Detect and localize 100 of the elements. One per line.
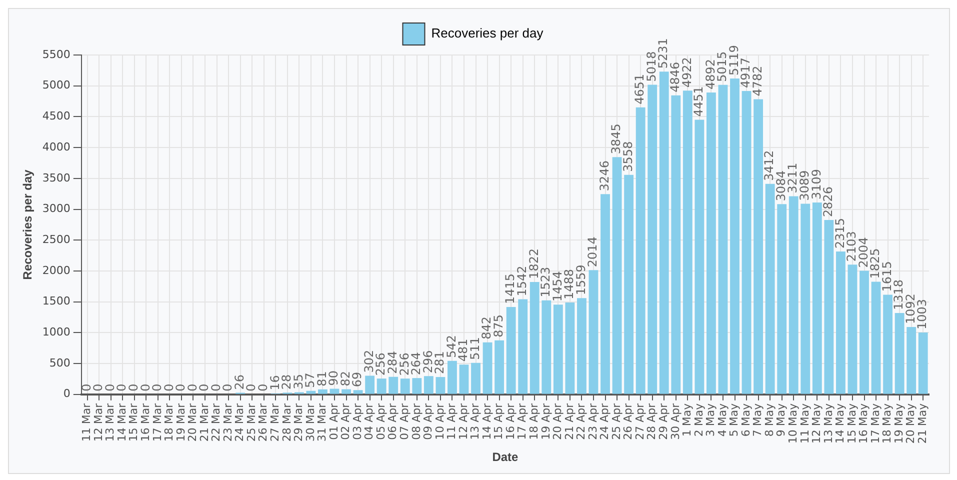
x-tick-label: 15 Mar — [127, 402, 140, 442]
bar — [400, 378, 410, 394]
x-tick-label: 26 Mar — [256, 402, 270, 442]
bar — [565, 302, 575, 394]
x-tick-label: 1 May — [680, 402, 694, 437]
x-tick-label: 17 Apr — [516, 402, 529, 440]
x-tick-label: 21 May — [916, 402, 929, 444]
x-tick-label: 14 Mar — [115, 402, 128, 442]
x-tick-label: 25 Mar — [244, 402, 258, 442]
bar — [424, 376, 434, 394]
x-tick-label: 18 May — [880, 402, 894, 444]
x-tick-label: 23 Mar — [221, 402, 234, 442]
bar — [624, 174, 634, 394]
x-tick-label: 20 Apr — [551, 402, 564, 440]
bar — [800, 204, 810, 394]
bar — [459, 364, 469, 394]
data-label: 1825 — [868, 248, 882, 279]
x-tick-label: 6 May — [739, 402, 752, 437]
x-tick-label: 31 Mar — [316, 402, 329, 442]
bar — [918, 332, 928, 394]
bar — [436, 377, 446, 394]
data-label: 1454 — [550, 271, 564, 302]
data-label: 875 — [491, 314, 506, 338]
y-tick-label: 3000 — [42, 202, 70, 216]
data-label: 3558 — [620, 141, 635, 172]
bar — [388, 376, 398, 394]
bar — [848, 264, 858, 394]
bar — [318, 389, 328, 394]
x-tick-label: 13 Apr — [468, 402, 482, 440]
data-label: 3412 — [762, 150, 776, 181]
y-tick-label: 1500 — [42, 294, 70, 308]
bar — [353, 390, 363, 394]
x-tick-label: 2 May — [692, 402, 706, 437]
x-tick-label: 22 Mar — [210, 402, 223, 442]
x-tick-label: 27 Apr — [633, 402, 646, 440]
y-tick-label: 0 — [63, 387, 70, 400]
bar — [730, 78, 740, 394]
data-label: 35 — [291, 374, 306, 390]
data-label: 1822 — [526, 248, 541, 279]
data-label: 481 — [456, 338, 470, 362]
bar — [636, 107, 646, 394]
data-label: 5231 — [656, 38, 670, 69]
x-tick-label: 08 Apr — [410, 402, 423, 440]
data-label: 4451 — [692, 86, 706, 117]
bar — [482, 342, 492, 394]
data-label: 4922 — [680, 57, 694, 88]
bar — [694, 120, 704, 394]
data-label: 26 — [232, 374, 246, 390]
bar — [306, 390, 316, 394]
data-label: 0 — [208, 384, 223, 392]
y-tick-label: 2500 — [42, 232, 70, 246]
x-tick-label: 24 Apr — [598, 402, 612, 440]
bar — [777, 204, 787, 394]
bar — [577, 298, 586, 394]
bar — [612, 157, 622, 394]
data-label: 1615 — [880, 261, 894, 292]
data-label: 1523 — [538, 266, 553, 298]
bar — [836, 252, 846, 394]
x-tick-label: 11 Mar — [80, 402, 94, 442]
data-label: 2826 — [821, 186, 836, 217]
x-tick-label: 13 May — [822, 402, 835, 444]
x-tick-label: 27 Mar — [268, 402, 282, 442]
bar — [542, 300, 552, 394]
bar — [412, 378, 422, 394]
x-tick-label: 4 May — [716, 402, 729, 437]
data-label: 4892 — [703, 58, 718, 90]
x-tick-label: 19 May — [892, 402, 906, 444]
data-label: 842 — [480, 316, 494, 340]
x-tick-label: 18 Mar — [162, 402, 176, 442]
data-label: 3845 — [609, 124, 624, 154]
x-tick-label: 19 Mar — [174, 402, 188, 442]
x-tick-label: 09 Apr — [422, 402, 435, 440]
x-tick-label: 06 Apr — [386, 402, 400, 440]
data-label: 3246 — [597, 160, 612, 192]
bar — [553, 304, 563, 394]
data-label: 281 — [432, 351, 447, 374]
data-label: 3089 — [798, 170, 812, 201]
data-label: 0 — [162, 384, 176, 392]
bar — [471, 362, 480, 394]
data-label: 1415 — [503, 274, 518, 304]
data-label: 0 — [102, 384, 117, 392]
bar — [530, 282, 540, 394]
x-tick-label: 10 Apr — [433, 402, 446, 440]
y-tick-label: 3500 — [42, 171, 70, 184]
data-label: 1559 — [574, 264, 588, 296]
bar — [894, 313, 904, 394]
x-tick-label: 15 Apr — [492, 402, 506, 440]
x-tick-label: 26 Apr — [622, 402, 635, 440]
x-tick-label: 28 Mar — [280, 402, 294, 442]
bar — [742, 90, 752, 394]
bar — [648, 84, 658, 394]
x-tick-label: 5 May — [728, 402, 741, 437]
x-tick-label: 30 Mar — [304, 402, 317, 442]
x-tick-label: 02 Apr — [339, 402, 352, 440]
x-tick-label: 04 Apr — [362, 402, 376, 440]
bar — [659, 72, 669, 394]
x-tick-label: 11 Apr — [445, 402, 458, 440]
data-label: 69 — [350, 372, 364, 388]
data-label: 1003 — [915, 298, 930, 330]
bar — [906, 326, 916, 394]
